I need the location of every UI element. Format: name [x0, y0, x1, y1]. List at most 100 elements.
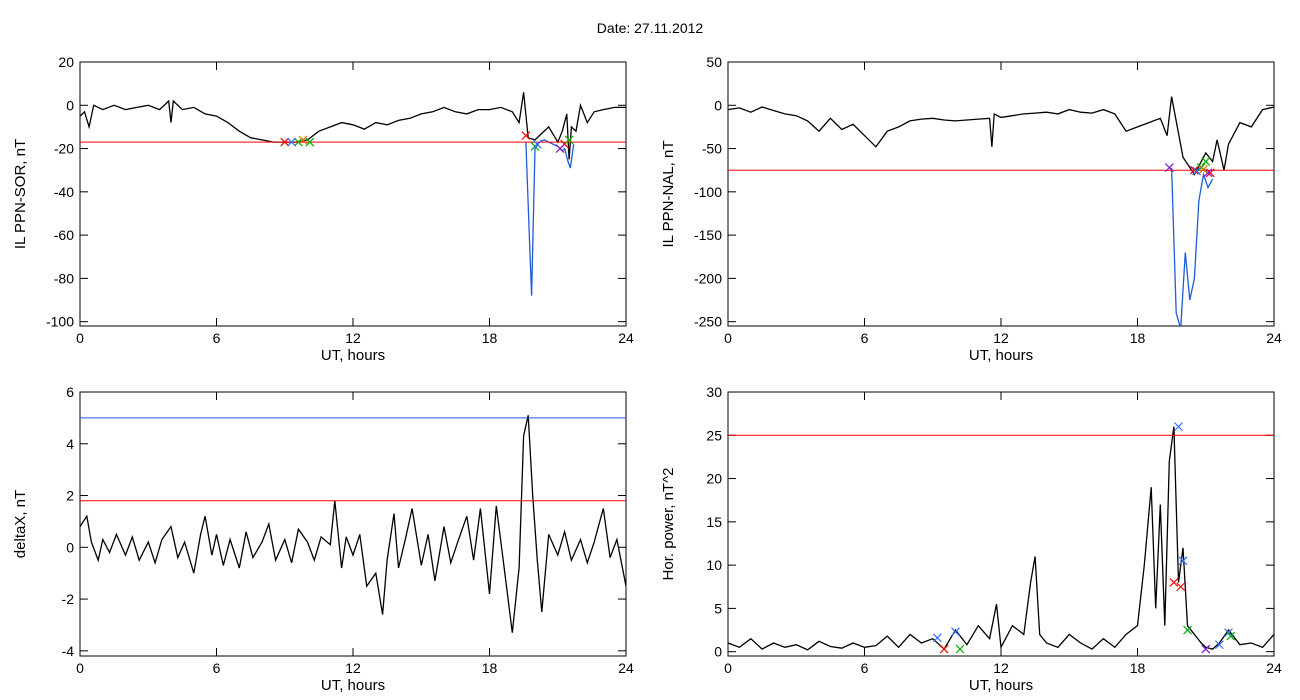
- data-marker: [564, 135, 574, 145]
- y-tick-label: -2: [62, 591, 75, 607]
- data-marker: [287, 137, 296, 147]
- series-line-1: [80, 415, 626, 633]
- y-tick-label: -150: [694, 227, 722, 243]
- data-marker: [1199, 164, 1208, 174]
- y-axis-label: IL PPN-NAL, nT: [660, 141, 677, 248]
- x-tick-label: 12: [345, 660, 361, 676]
- x-tick-label: 0: [76, 660, 84, 676]
- x-tick-label: 18: [482, 330, 498, 346]
- x-tick-label: 24: [618, 330, 634, 346]
- x-tick-label: 18: [482, 660, 498, 676]
- page-title: Date: 27.11.2012: [596, 20, 704, 36]
- series-group: [728, 96, 1274, 326]
- y-axis-label: IL PPN-SOR, nT: [12, 139, 29, 249]
- data-marker: [1203, 168, 1213, 178]
- y-tick-label: 0: [714, 97, 722, 113]
- plot-frame: [79, 391, 627, 657]
- x-tick-label: 0: [724, 660, 732, 676]
- y-tick-label: -100: [46, 314, 74, 330]
- y-axis-label: Hor. power, nT^2: [660, 468, 677, 581]
- plot-frame: [79, 61, 627, 327]
- y-tick-label: 30: [706, 384, 722, 400]
- data-marker: [1226, 631, 1236, 641]
- y-tick-label: -200: [694, 270, 722, 286]
- x-tick-label: 12: [345, 330, 361, 346]
- data-marker: [521, 131, 531, 140]
- y-tick-label: 6: [66, 384, 74, 400]
- y-tick-label: -20: [54, 141, 74, 157]
- x-axis-label: UT, hours: [969, 677, 1033, 694]
- data-marker: [932, 633, 942, 643]
- y-tick-label: 15: [706, 514, 722, 530]
- y-tick-label: 10: [706, 557, 722, 573]
- data-marker: [1169, 578, 1179, 587]
- x-tick-label: 6: [861, 660, 869, 676]
- x-tick-label: 12: [993, 330, 1009, 346]
- series-group: [80, 92, 626, 296]
- x-tick-label: 12: [993, 660, 1009, 676]
- y-tick-label: 2: [66, 488, 74, 504]
- data-marker: [939, 644, 949, 654]
- data-marker: [955, 644, 965, 654]
- x-tick-label: 0: [724, 330, 732, 346]
- data-marker: [951, 627, 960, 637]
- x-tick-label: 0: [76, 330, 84, 346]
- data-marker: [1176, 582, 1186, 592]
- panel-1: 0 6 12 18 24 20 0 -20 -40 -60 -80 -100 UT, hours IL P…: [12, 54, 634, 364]
- data-marker: [1189, 165, 1199, 175]
- data-marker: [1183, 625, 1192, 635]
- y-tick-label: 20: [706, 471, 722, 487]
- data-marker: [1214, 640, 1224, 650]
- data-marker: [280, 137, 290, 147]
- x-tick-label: 6: [213, 660, 221, 676]
- data-marker: [1201, 644, 1211, 654]
- y-tick-label: 50: [706, 54, 722, 70]
- data-marker: [1164, 163, 1174, 173]
- x-axis-label: UT, hours: [321, 677, 385, 694]
- panel-3: 0 6 12 18 24 6 4 2 0 -2 -4 UT, hours deltaX, nT: [12, 384, 634, 694]
- series-line-1: [80, 92, 626, 160]
- y-tick-label: 25: [706, 427, 722, 443]
- x-tick-label: 24: [1266, 660, 1282, 676]
- series-group: [80, 415, 626, 633]
- data-marker: [1192, 166, 1202, 176]
- y-tick-label: -80: [54, 270, 74, 286]
- x-tick-label: 24: [1266, 330, 1282, 346]
- data-marker: [1201, 157, 1211, 166]
- data-marker: [532, 139, 542, 149]
- x-tick-label: 18: [1130, 330, 1146, 346]
- x-tick-label: 6: [213, 330, 221, 346]
- y-tick-label: -100: [694, 184, 722, 200]
- series-line-2: [525, 139, 575, 296]
- y-tick-label: -40: [54, 184, 74, 200]
- series-line-2: [1170, 167, 1214, 326]
- y-tick-label: -60: [54, 227, 74, 243]
- panel-4: 0 6 12 18 24 30 25 20 15 10 5 0 UT, hours Hor. power,…: [660, 384, 1282, 694]
- x-axis-label: UT, hours: [969, 347, 1033, 364]
- series-line-1: [728, 426, 1274, 651]
- plot-frame: [727, 391, 1275, 657]
- y-tick-label: 0: [66, 539, 74, 555]
- series-group: [728, 422, 1274, 654]
- series-line-1: [728, 96, 1274, 176]
- x-axis-label: UT, hours: [321, 347, 385, 364]
- y-tick-label: -50: [702, 141, 722, 157]
- y-tick-label: 0: [714, 644, 722, 660]
- y-tick-label: -250: [694, 314, 722, 330]
- data-marker: [293, 137, 303, 147]
- y-tick-label: 0: [66, 97, 74, 113]
- data-marker: [305, 137, 315, 147]
- y-tick-label: -4: [62, 643, 75, 659]
- y-axis-label: deltaX, nT: [12, 490, 29, 558]
- x-tick-label: 24: [618, 660, 634, 676]
- data-marker: [1178, 556, 1188, 566]
- data-marker: [555, 144, 565, 153]
- data-marker: [298, 135, 308, 145]
- y-tick-label: 4: [66, 436, 74, 452]
- y-tick-label: 5: [714, 600, 722, 616]
- data-marker: [1205, 168, 1215, 178]
- x-tick-label: 18: [1130, 660, 1146, 676]
- y-tick-label: 20: [58, 54, 74, 70]
- x-tick-label: 6: [861, 330, 869, 346]
